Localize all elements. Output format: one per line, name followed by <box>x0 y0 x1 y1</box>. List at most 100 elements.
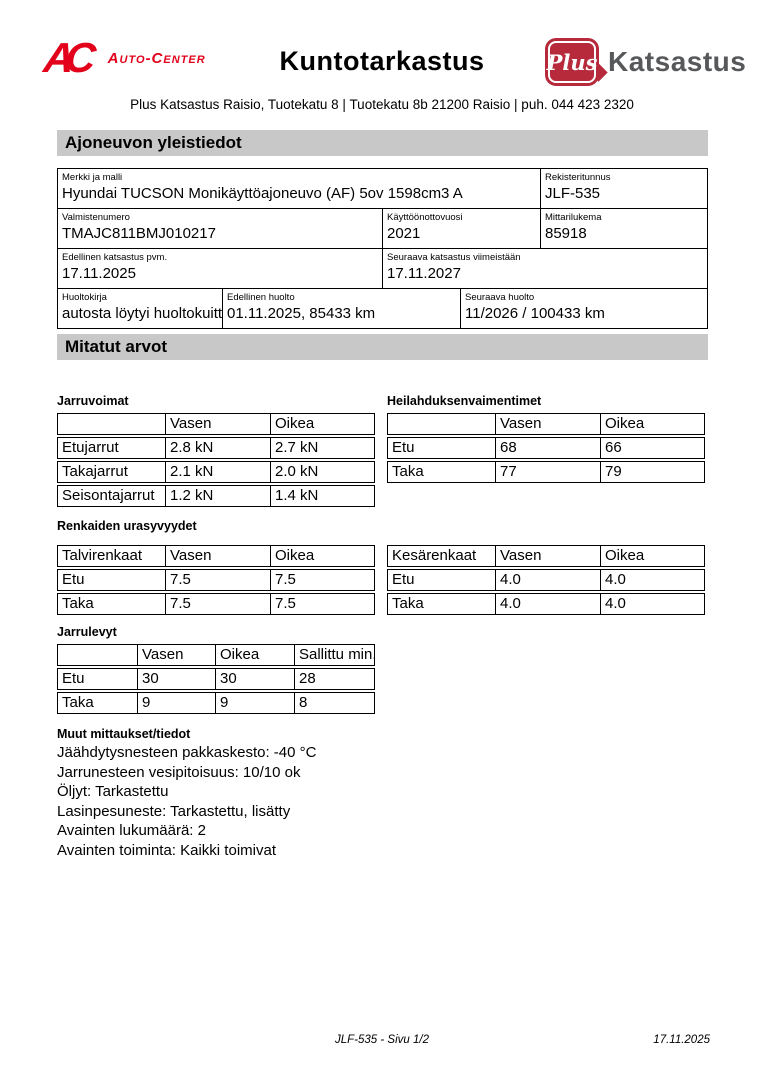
table-cell: 2.1 kN <box>165 462 270 482</box>
table-cell: Vasen <box>495 414 600 434</box>
section-header-general: Ajoneuvon yleistiedot <box>57 130 708 156</box>
table-header-row: Kesärenkaat Vasen Oikea <box>387 545 705 567</box>
table-row: Valmistenumero TMAJC811BMJ010217 Käyttöö… <box>57 208 708 249</box>
table-cell <box>58 645 137 665</box>
table-row: Taka 77 79 <box>387 461 705 483</box>
field-value: 2021 <box>387 225 421 242</box>
table-row: Etujarrut 2.8 kN 2.7 kN <box>57 437 375 459</box>
autocenter-logo-text: Auto-Center <box>107 49 206 67</box>
table-cell: Taka <box>392 595 424 612</box>
table-header-row: Vasen Oikea Sallittu min. <box>57 644 375 666</box>
jarrulevyt-table: Vasen Oikea Sallittu min. Etu 30 30 28 T… <box>57 644 375 714</box>
field-huoltokirja: Huoltokirja autosta löytyi huoltokuitti <box>58 289 222 328</box>
table-cell: Seisontajarrut <box>62 487 155 504</box>
renkaiden-urasyvyydet-title: Renkaiden urasyvyydet <box>57 519 197 533</box>
table-cell: 2.0 kN <box>270 462 374 482</box>
vehicle-info-table: Merkki ja malli Hyundai TUCSON Monikäytt… <box>57 168 708 329</box>
muut-line-coolant: Jäähdytysnesteen pakkaskesto: -40 °C <box>57 744 317 761</box>
table-cell: 7.5 <box>270 570 374 590</box>
table-cell: Oikea <box>600 546 704 566</box>
table-row: Taka 7.5 7.5 <box>57 593 375 615</box>
table-cell: 66 <box>600 438 704 458</box>
table-cell: 9 <box>137 693 215 713</box>
page-title: Kuntotarkastus <box>279 46 485 76</box>
field-mittarilukema: Mittarilukema 85918 <box>540 209 707 248</box>
talvirenkaat-table: Talvirenkaat Vasen Oikea Etu 7.5 7.5 Tak… <box>57 545 375 615</box>
table-cell: Vasen <box>137 645 215 665</box>
field-value: 17.11.2025 <box>62 265 136 282</box>
table-cell: 30 <box>215 669 294 689</box>
table-cell: 1.4 kN <box>270 486 374 506</box>
plus-badge-text: Plus <box>546 49 598 75</box>
table-cell: 7.5 <box>165 594 270 614</box>
muut-mittaukset-block: Muut mittaukset/tiedot Jäähdytysnesteen … <box>57 726 457 860</box>
table-row: Taka 4.0 4.0 <box>387 593 705 615</box>
table-cell <box>388 414 495 434</box>
table-cell: Kesärenkaat <box>392 547 477 564</box>
table-cell: Vasen <box>165 546 270 566</box>
muut-mittaukset-title: Muut mittaukset/tiedot <box>57 727 191 741</box>
table-cell: 77 <box>495 462 600 482</box>
footer-page-indicator: JLF-535 - Sivu 1/2 <box>335 1034 429 1046</box>
field-value: 11/2026 / 100433 km <box>465 305 605 322</box>
muut-line-washerfluid: Lasinpesuneste: Tarkastettu, lisätty <box>57 802 291 820</box>
table-cell: Taka <box>392 463 424 480</box>
table-cell: Oikea <box>270 414 374 434</box>
table-cell: 4.0 <box>495 594 600 614</box>
table-cell: Etu <box>392 439 415 456</box>
field-label: Mittarilukema <box>545 212 602 223</box>
table-cell: Takajarrut <box>62 463 128 480</box>
plus-badge-icon: Plus <box>545 38 608 86</box>
field-label: Seuraava huolto <box>465 292 535 303</box>
table-cell: Vasen <box>495 546 600 566</box>
table-cell: 4.0 <box>600 594 704 614</box>
field-merkki-ja-malli: Merkki ja malli Hyundai TUCSON Monikäytt… <box>58 169 540 208</box>
field-value: autosta löytyi huoltokuitti <box>62 305 222 322</box>
field-kayttoonottovuosi: Käyttöönottovuosi 2021 <box>382 209 540 248</box>
table-cell: Vasen <box>165 414 270 434</box>
table-row: Etu 30 30 28 <box>57 668 375 690</box>
table-header-row: Vasen Oikea <box>57 413 375 435</box>
table-row: Takajarrut 2.1 kN 2.0 kN <box>57 461 375 483</box>
table-cell: 7.5 <box>165 570 270 590</box>
muut-line-oils: Öljyt: Tarkastettu <box>57 783 169 800</box>
station-address: Plus Katsastus Raisio, Tuotekatu 8 | Tuo… <box>130 97 634 112</box>
table-cell: Etu <box>392 571 415 588</box>
table-cell: 1.2 kN <box>165 486 270 506</box>
jarruvoimat-title: Jarruvoimat <box>57 394 129 408</box>
table-row: Seisontajarrut 1.2 kN 1.4 kN <box>57 485 375 507</box>
plus-katsastus-logo: Plus Katsastus <box>545 38 746 86</box>
table-cell: Oikea <box>270 546 374 566</box>
table-cell: Oikea <box>600 414 704 434</box>
field-value: 85918 <box>545 225 587 242</box>
table-cell: Etu <box>62 571 85 588</box>
field-label: Seuraava katsastus viimeistään <box>387 252 521 263</box>
table-cell: Etu <box>62 670 85 687</box>
footer-date: 17.11.2025 <box>653 1034 710 1046</box>
table-cell: 2.8 kN <box>165 438 270 458</box>
field-edellinen-huolto: Edellinen huolto 01.11.2025, 85433 km <box>222 289 460 328</box>
field-value: Hyundai TUCSON Monikäyttöajoneuvo (AF) 5… <box>62 185 463 202</box>
field-seuraava-katsastus: Seuraava katsastus viimeistään 17.11.202… <box>382 249 707 288</box>
table-row: Huoltokirja autosta löytyi huoltokuitti … <box>57 288 708 329</box>
muut-line-brakefluid: Jarrunesteen vesipitoisuus: 10/10 ok <box>57 763 301 781</box>
table-row: Merkki ja malli Hyundai TUCSON Monikäytt… <box>57 168 708 209</box>
field-value: JLF-535 <box>545 185 601 202</box>
table-cell: 4.0 <box>600 570 704 590</box>
table-header-row: Talvirenkaat Vasen Oikea <box>57 545 375 567</box>
jarruvoimat-table: Vasen Oikea Etujarrut 2.8 kN 2.7 kN Taka… <box>57 413 375 507</box>
field-label: Merkki ja malli <box>62 172 123 183</box>
table-cell: Oikea <box>215 645 294 665</box>
field-label: Rekisteritunnus <box>545 172 611 183</box>
field-label: Edellinen huolto <box>227 292 295 303</box>
table-cell: 4.0 <box>495 570 600 590</box>
table-cell: 28 <box>294 669 374 689</box>
katsastus-logo-text: Katsastus <box>608 46 747 77</box>
table-cell: 68 <box>495 438 600 458</box>
jarrulevyt-title: Jarrulevyt <box>57 625 117 639</box>
field-seuraava-huolto: Seuraava huolto 11/2026 / 100433 km <box>460 289 707 328</box>
field-label: Edellinen katsastus pvm. <box>62 252 168 263</box>
table-cell: 8 <box>294 693 374 713</box>
field-value: 17.11.2027 <box>387 265 461 282</box>
